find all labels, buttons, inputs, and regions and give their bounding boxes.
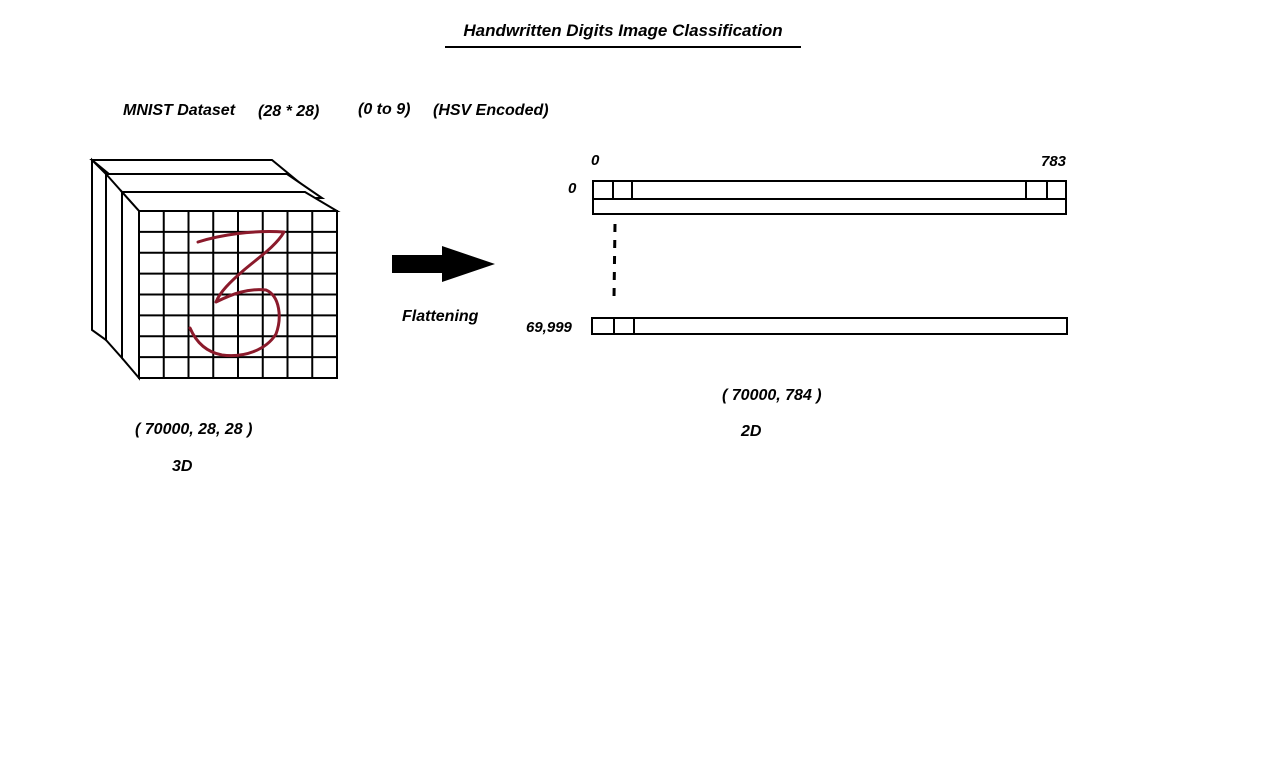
dataset-name: MNIST Dataset bbox=[123, 102, 236, 119]
dataset-label-range: (0 to 9) bbox=[358, 101, 411, 118]
cube-layer-side-back bbox=[91, 157, 107, 342]
matrix-dimension-label: 2D bbox=[741, 423, 762, 440]
cube-layer-side-front bbox=[121, 189, 140, 381]
tensor-shape-label: ( 70000, 28, 28 ) bbox=[135, 421, 253, 438]
dataset-encoding: (HSV Encoded) bbox=[433, 102, 549, 119]
cube-layer-side-middle bbox=[105, 171, 123, 361]
handwritten-digit bbox=[188, 230, 286, 358]
matrix-row-first bbox=[592, 180, 1067, 200]
row-start-label: 0 bbox=[568, 180, 577, 197]
column-start-label: 0 bbox=[591, 152, 600, 169]
column-end-label: 783 bbox=[1041, 153, 1067, 170]
dataset-image-size: (28 * 28) bbox=[258, 103, 320, 120]
matrix-shape-label: ( 70000, 784 ) bbox=[722, 387, 822, 404]
matrix-ellipsis-dashes bbox=[612, 223, 617, 299]
matrix-row-last bbox=[591, 317, 1068, 335]
diagram-title: Handwritten Digits Image Classification bbox=[445, 22, 801, 48]
flatten-arrow-icon bbox=[392, 246, 495, 282]
matrix-2d bbox=[591, 180, 1068, 335]
pixel-grid bbox=[139, 211, 337, 378]
matrix-row-second bbox=[592, 198, 1067, 215]
tensor-dimension-label: 3D bbox=[172, 458, 193, 475]
flattening-label: Flattening bbox=[402, 308, 479, 325]
row-end-label: 69,999 bbox=[526, 319, 572, 336]
cube-layer-front-top bbox=[119, 191, 341, 212]
image-cube bbox=[89, 157, 341, 381]
